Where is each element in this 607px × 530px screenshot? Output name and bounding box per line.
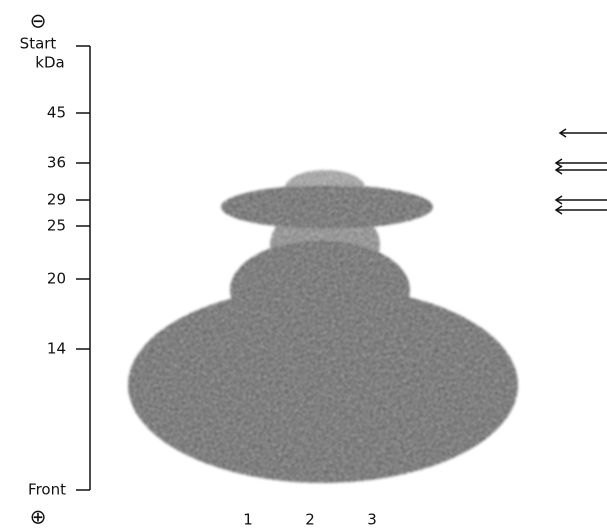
marker-label: 45 bbox=[47, 104, 66, 122]
marker-label: 25 bbox=[47, 217, 66, 235]
lane-label: 3 bbox=[367, 511, 377, 529]
polarity-top: ⊖ bbox=[30, 9, 47, 33]
unit-label: kDa bbox=[35, 54, 64, 72]
polarity-bottom: ⊕ bbox=[30, 505, 47, 529]
marker-label: 36 bbox=[47, 154, 66, 172]
marker-label: 20 bbox=[47, 270, 66, 288]
front-label: Front bbox=[28, 481, 66, 499]
lane-label: 1 bbox=[243, 511, 253, 529]
marker-label: 14 bbox=[47, 340, 66, 358]
marker-label: 29 bbox=[47, 191, 66, 209]
arrows bbox=[554, 128, 607, 215]
lane-label: 2 bbox=[305, 511, 315, 529]
gel-stain bbox=[128, 170, 518, 483]
start-label: Start bbox=[20, 35, 57, 53]
